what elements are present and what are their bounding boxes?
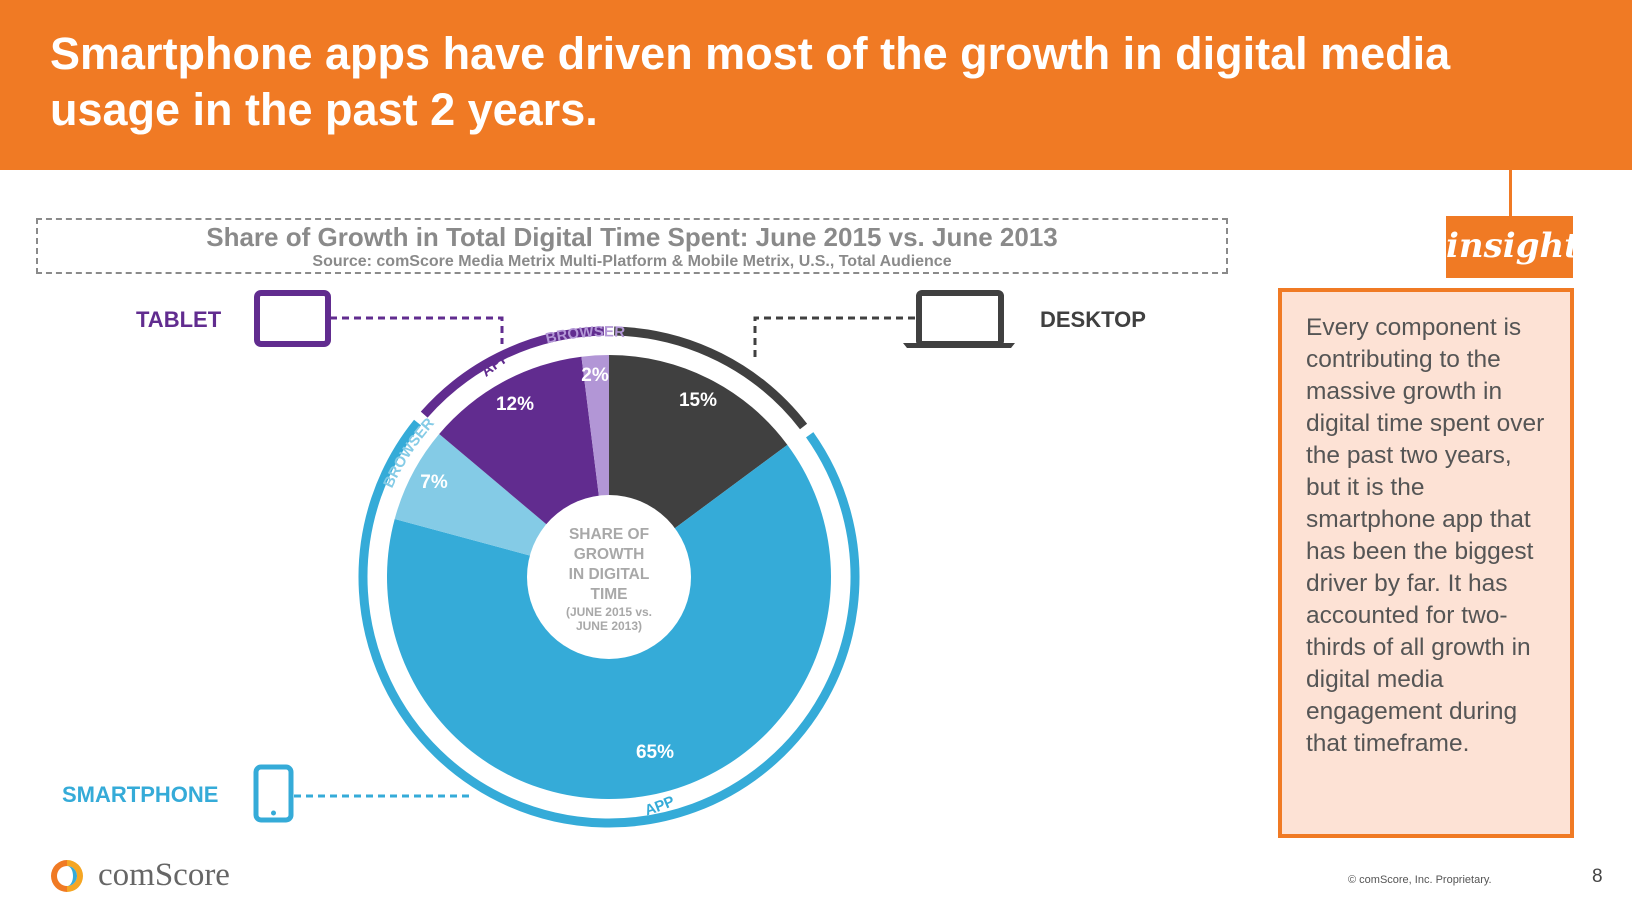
desktop-connector xyxy=(753,316,915,360)
outer-rings xyxy=(358,326,860,828)
insight-box: Every component is contributing to the m… xyxy=(1278,288,1574,838)
insight-text: Every component is contributing to the m… xyxy=(1306,314,1545,757)
center-label-2: GROWTH xyxy=(574,546,645,563)
tablet-icon xyxy=(254,290,331,347)
center-sublabel-2: JUNE 2013) xyxy=(576,619,642,633)
brand-wordmark: comScore xyxy=(98,857,230,893)
ring-smartphone xyxy=(358,419,860,828)
slide-title: Smartphone apps have driven most of the … xyxy=(50,28,1451,135)
donut-hole xyxy=(527,495,691,659)
chart-header: Share of Growth in Total Digital Time Sp… xyxy=(36,218,1228,274)
ring-desktop xyxy=(614,326,808,430)
slice-label-smartphone-browser: 7% xyxy=(420,472,448,493)
insight-connector-line xyxy=(1509,170,1512,216)
center-label-1: SHARE OF xyxy=(569,526,649,543)
copyright-notice: © comScore, Inc. Proprietary. xyxy=(1348,874,1492,886)
smartphone-icon xyxy=(253,764,294,823)
page-number: 8 xyxy=(1592,866,1603,887)
ring-tablet xyxy=(420,326,604,418)
slice-label-tablet-browser: 2% xyxy=(581,365,609,386)
chart-source: Source: comScore Media Metrix Multi-Plat… xyxy=(312,253,952,270)
tablet-connector xyxy=(330,316,504,344)
chart-title: Share of Growth in Total Digital Time Sp… xyxy=(206,222,1058,252)
center-label-4: TIME xyxy=(590,586,627,603)
insight-badge: insight xyxy=(1446,216,1580,278)
center-label-3: IN DIGITAL xyxy=(569,566,650,583)
legend-tablet-label: TABLET xyxy=(136,307,222,332)
slice-label-tablet-app: 12% xyxy=(496,394,534,415)
title-banner: Smartphone apps have driven most of the … xyxy=(0,0,1632,170)
center-sublabel-1: (JUNE 2015 vs. xyxy=(566,605,652,619)
legend-desktop-label: DESKTOP xyxy=(1040,307,1146,332)
comscore-logo-icon xyxy=(51,860,83,892)
slice-label-desktop: 15% xyxy=(679,390,717,411)
slice-label-smartphone-app: 65% xyxy=(636,742,674,763)
legend-smartphone-label: SMARTPHONE xyxy=(62,782,218,807)
laptop-icon xyxy=(903,290,1015,348)
